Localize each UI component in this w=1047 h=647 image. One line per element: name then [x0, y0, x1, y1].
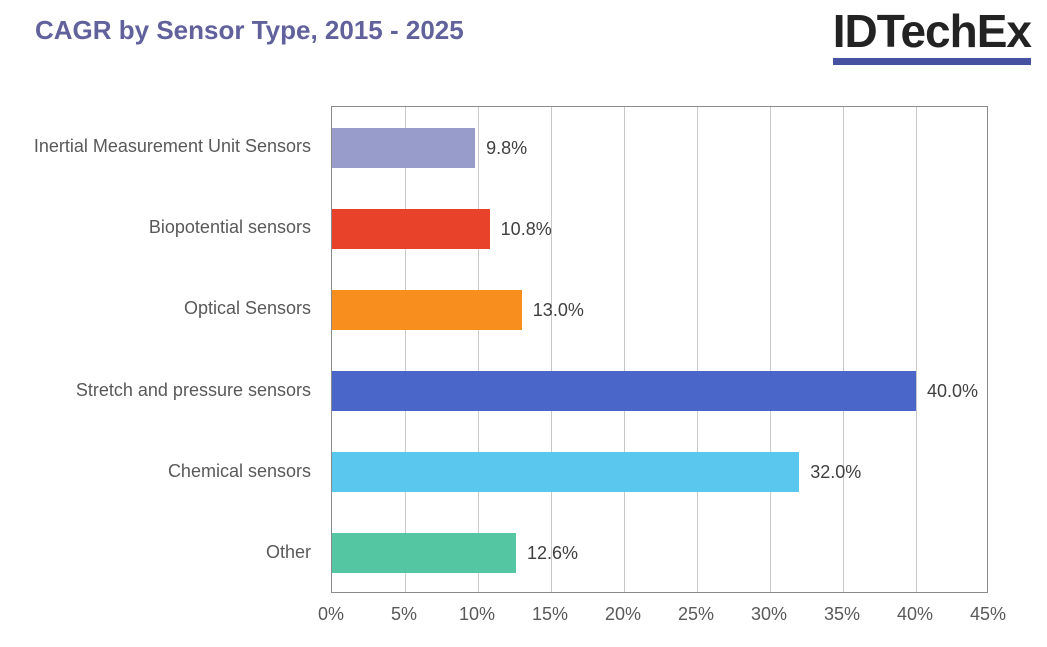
bar-other: [332, 533, 516, 574]
x-tick-label: 35%: [823, 604, 861, 624]
plot-area: 9.8% 10.8% 13.0% 40.0% 32.0% 12.6%: [331, 106, 988, 593]
category-label: Chemical sensors: [167, 460, 311, 481]
logo-underline: [832, 57, 1031, 65]
x-tick-label: 30%: [750, 604, 788, 624]
gridline: [696, 107, 698, 592]
x-tick-label: 5%: [390, 604, 417, 624]
bar-biopotential-sensors: [332, 208, 490, 249]
gridline: [550, 107, 552, 592]
gridline: [915, 107, 917, 592]
bar-value-label: 32.0%: [810, 462, 862, 483]
bar-value-label: 40.0%: [927, 381, 979, 402]
bar-stretch-and-pressure-sensors: [332, 371, 916, 412]
x-axis: 0% 5% 10% 15% 20% 25% 30% 35% 40% 45%: [318, 604, 1006, 628]
x-tick-label: 15%: [531, 604, 569, 624]
category-label: Biopotential sensors: [148, 217, 311, 238]
bar-chemical-sensors: [332, 452, 800, 493]
bar-value-label: 13.0%: [532, 299, 584, 320]
category-axis: Inertial Measurement Unit Sensors Biopote…: [0, 106, 321, 593]
category-label: Optical Sensors: [183, 298, 311, 319]
gridline: [769, 107, 771, 592]
category-label: Stretch and pressure sensors: [75, 379, 311, 400]
category-label: Other: [265, 541, 311, 562]
bar-value-label: 10.8%: [500, 218, 552, 239]
bar-value-label: 9.8%: [486, 137, 528, 158]
x-tick-label: 40%: [896, 604, 934, 624]
gridline: [623, 107, 625, 592]
bar-inertial-measurement-unit-sensors: [332, 127, 476, 168]
gridline: [842, 107, 844, 592]
x-tick-label: 0%: [317, 604, 344, 624]
category-label: Inertial Measurement Unit Sensors: [33, 136, 311, 157]
x-tick-label: 25%: [677, 604, 715, 624]
x-tick-label: 10%: [458, 604, 496, 624]
x-tick-label: 45%: [969, 604, 1007, 624]
gridline: [477, 107, 479, 592]
idtechex-logo: IDTechEx: [832, 5, 1032, 65]
gridline: [404, 107, 406, 592]
bar-value-label: 12.6%: [526, 543, 578, 564]
logo-text: IDTechEx: [832, 5, 1032, 57]
x-tick-label: 20%: [604, 604, 642, 624]
page-title: CAGR by Sensor Type, 2015 - 2025: [35, 15, 464, 45]
bar-optical-sensors: [332, 289, 522, 330]
